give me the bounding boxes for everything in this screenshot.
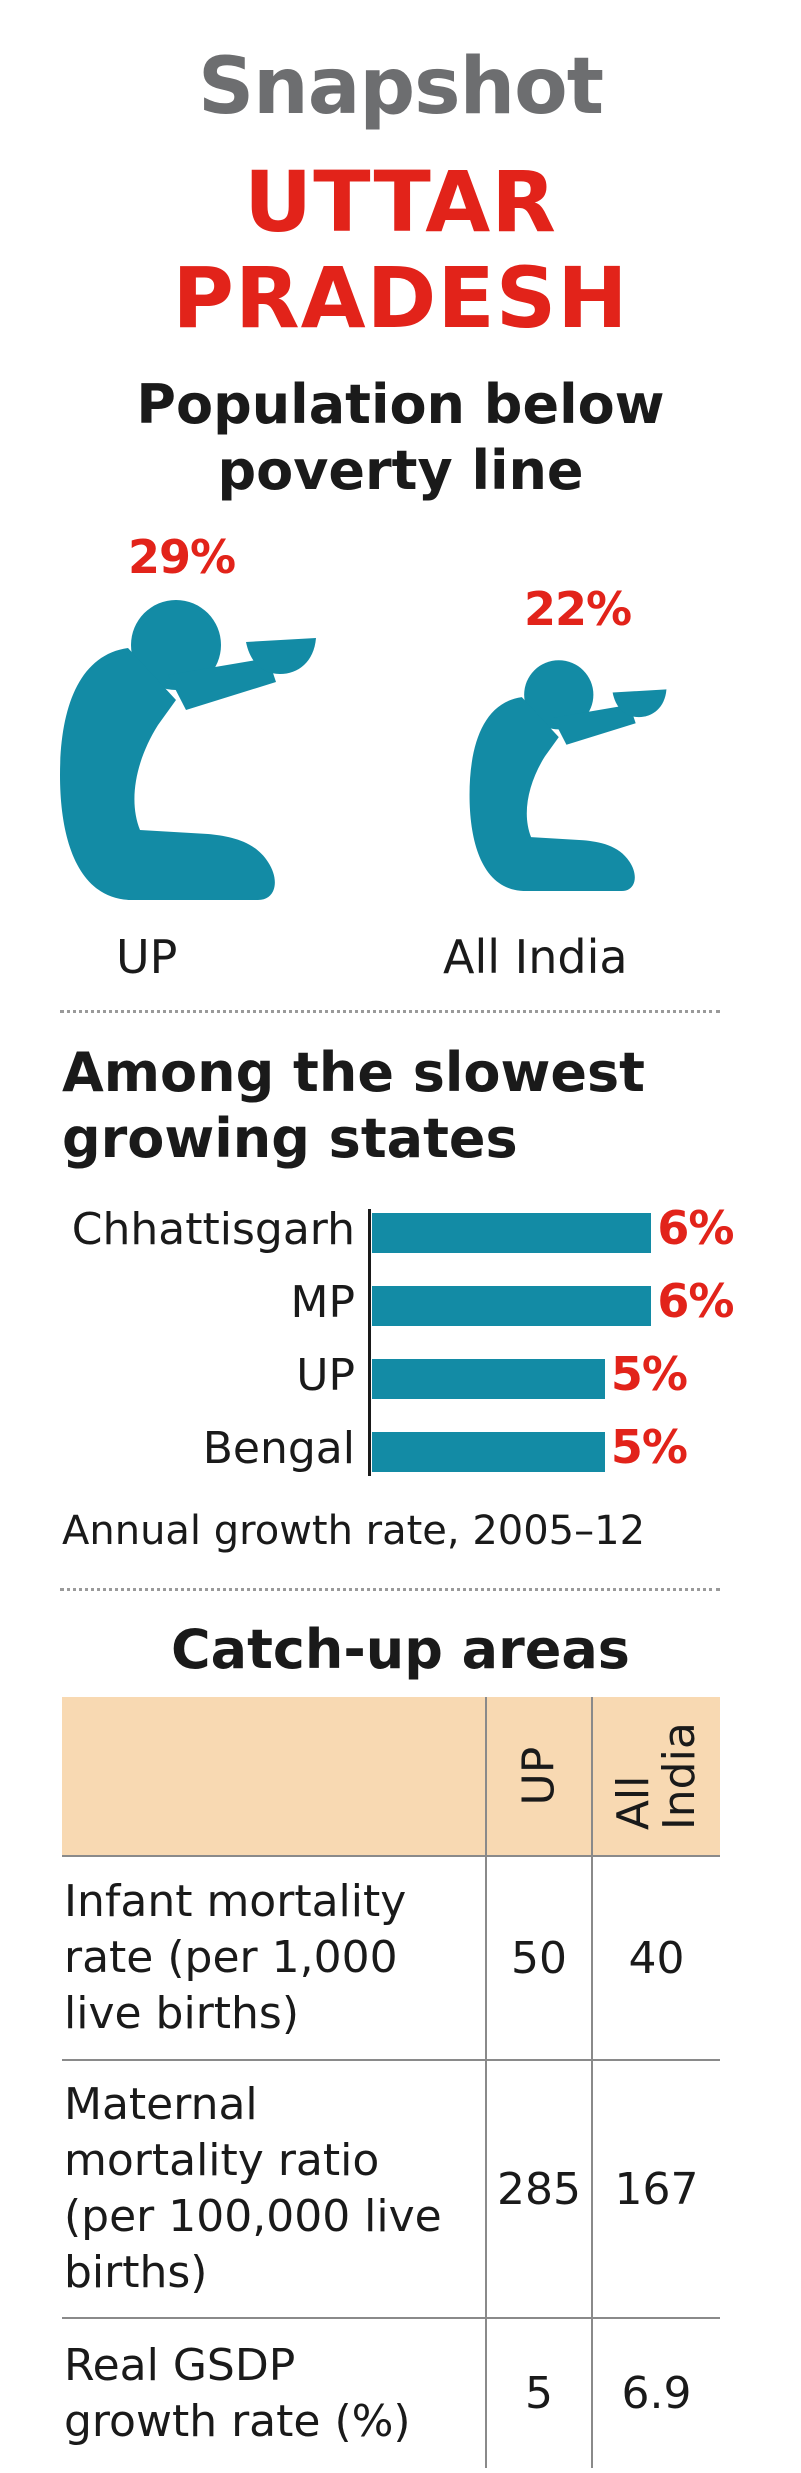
figure-part	[131, 600, 221, 690]
row-label-line: growth rate (%)	[64, 2395, 411, 2447]
figure-part	[524, 660, 594, 730]
catchup-row-label: Infant mortality rate (per 1,000 live bi…	[62, 1855, 486, 2060]
catchup-col-up: UP	[485, 1697, 592, 1856]
poverty-section-title: Population below poverty line	[0, 372, 801, 504]
growth-title-line2: growing states	[62, 1107, 518, 1170]
growth-section-title: Among the slowest growing states	[62, 1040, 645, 1172]
table-row: Infant mortality rate (per 1,000 live bi…	[62, 1855, 720, 2060]
poverty-label-up: UP	[116, 930, 178, 984]
catchup-col-india: All India	[591, 1697, 720, 1856]
figure-part	[60, 648, 275, 900]
row-label-line: Real GSDP	[64, 2339, 296, 2391]
growth-title-line1: Among the slowest	[62, 1041, 645, 1104]
row-label-line: births)	[64, 2247, 208, 2298]
figure-part	[469, 697, 635, 891]
bar-category-label: MP	[290, 1277, 356, 1328]
bar-category-label: Chhattisgarh	[71, 1204, 355, 1255]
catchup-cell-india: 6.9	[591, 2317, 720, 2468]
growth-bar	[372, 1213, 652, 1253]
catchup-cell-india: 40	[591, 1855, 720, 2060]
catchup-header-blank	[62, 1697, 486, 1856]
growth-bar	[372, 1286, 652, 1326]
bar-value-label: 6%	[657, 1201, 734, 1255]
poverty-title-line2: poverty line	[217, 439, 584, 502]
row-label-line: (per 100,000 live	[64, 2191, 442, 2242]
poverty-up-value: 29%	[128, 530, 236, 584]
growth-bar	[372, 1359, 605, 1399]
bar-category-label: Bengal	[202, 1423, 355, 1474]
poverty-label-india: All India	[443, 930, 628, 984]
figure-part	[612, 689, 667, 718]
catchup-section-title: Catch-up areas	[171, 1618, 630, 1681]
catchup-cell-up: 285	[485, 2059, 592, 2318]
poverty-figure-up-shape	[60, 600, 316, 900]
catchup-table: UP All India Infant mortality rate (per …	[62, 1697, 720, 2468]
state-title-line2: PRADESH	[172, 249, 629, 347]
poverty-title-line1: Population below	[136, 373, 665, 436]
figure-part	[168, 658, 276, 710]
catchup-col-india-line1: All	[607, 1775, 659, 1830]
catchup-col-india-line2: India	[653, 1722, 705, 1830]
poverty-figure-up	[60, 600, 316, 900]
table-row: Maternal mortality ratio (per 100,000 li…	[62, 2059, 720, 2318]
catchup-header-row: UP All India	[62, 1697, 720, 1856]
catchup-cell-india: 167	[591, 2059, 720, 2318]
catchup-col-india-label: All India	[607, 1722, 705, 1830]
bar-value-label: 6%	[657, 1274, 734, 1328]
table-row: Real GSDP growth rate (%) 5 6.9	[62, 2317, 720, 2468]
bar-value-label: 5%	[610, 1420, 688, 1474]
growth-bar	[372, 1432, 605, 1472]
divider-1	[60, 1010, 720, 1013]
row-label-line: live births)	[64, 1988, 300, 2039]
catchup-col-up-label: UP	[512, 1746, 564, 1806]
divider-2	[60, 1588, 720, 1591]
row-label-line: Maternal	[64, 2079, 258, 2130]
growth-axis-line	[368, 1209, 371, 1476]
poverty-india-value: 22%	[524, 582, 632, 636]
kicker-title: Snapshot	[197, 42, 604, 132]
catchup-row-label: Maternal mortality ratio (per 100,000 li…	[62, 2059, 486, 2318]
catchup-cell-up: 50	[485, 1855, 592, 2060]
poverty-figure-india	[469, 660, 667, 891]
figure-part	[552, 704, 636, 745]
figure-part	[246, 638, 316, 674]
state-title-line1: UTTAR	[244, 153, 557, 251]
poverty-figure-india-shape	[469, 660, 667, 891]
catchup-cell-up: 5	[485, 2317, 592, 2468]
growth-chart-note: Annual growth rate, 2005–12	[62, 1508, 646, 1554]
catchup-row-label: Real GSDP growth rate (%)	[62, 2317, 486, 2468]
bar-value-label: 5%	[610, 1347, 688, 1401]
row-label-line: rate (per 1,000	[64, 1932, 398, 1983]
row-label-line: mortality ratio	[64, 2135, 380, 2186]
row-label-line: Infant mortality	[64, 1876, 407, 1927]
bar-category-label: UP	[296, 1350, 355, 1401]
